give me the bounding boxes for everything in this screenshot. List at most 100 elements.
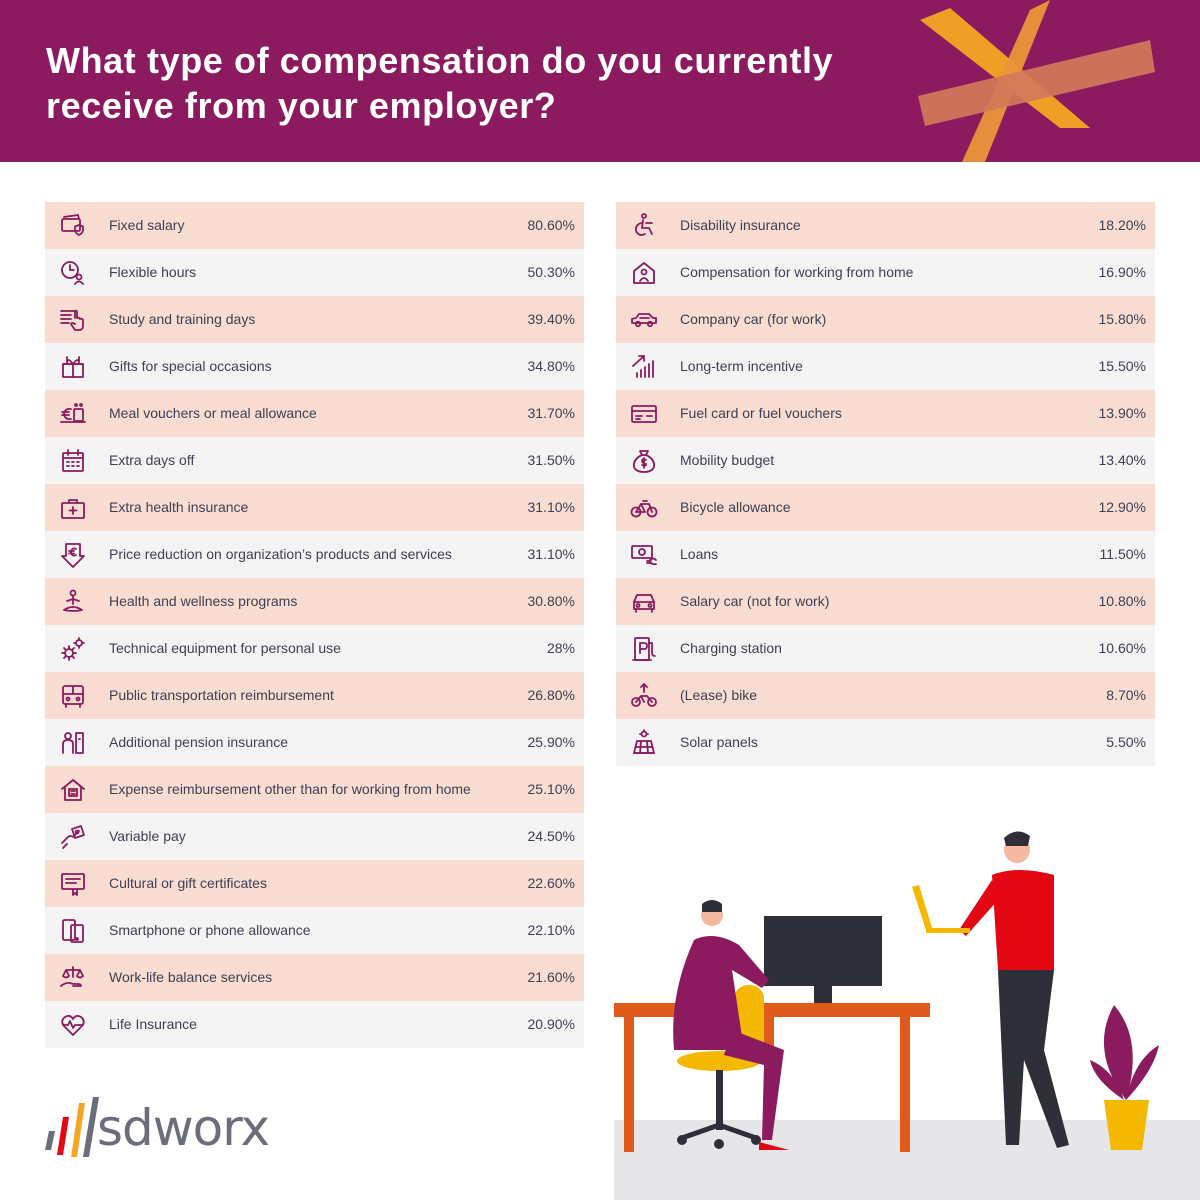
table-row: Company car (for work) 15.80% [616, 296, 1155, 343]
row-value: 50.30% [527, 264, 575, 280]
smartphone-icon [59, 917, 87, 945]
sdworx-logo-text: sdworx [97, 1099, 270, 1157]
compensation-list-left: Fixed salary 80.60% Flexible hours 50.30% St… [45, 202, 584, 1048]
calendar-icon [59, 447, 87, 475]
wheelchair-icon [630, 212, 658, 240]
pension-person-icon [59, 729, 87, 757]
car-icon [630, 306, 658, 334]
row-value: 15.50% [1098, 358, 1146, 374]
table-row: Expense reimbursement other than for wor… [45, 766, 584, 813]
row-label: Bicycle allowance [680, 499, 791, 515]
heart-pulse-icon [59, 1011, 87, 1039]
clock-person-icon [59, 259, 87, 287]
gears-icon [59, 635, 87, 663]
row-value: 25.90% [527, 734, 575, 750]
ebike-icon [630, 682, 658, 710]
table-row: Long-term incentive 15.50% [616, 343, 1155, 390]
row-label: Charging station [680, 640, 782, 656]
row-label: Disability insurance [680, 217, 801, 233]
row-value: 28% [546, 640, 575, 656]
bicycle-icon [630, 494, 658, 522]
row-label: Company car (for work) [680, 311, 827, 327]
bus-icon [59, 682, 87, 710]
row-value: 21.60% [527, 969, 575, 985]
row-label: Compensation for working from home [680, 264, 914, 280]
row-value: 16.90% [1098, 264, 1146, 280]
row-label: Public transportation reimbursement [109, 687, 334, 703]
table-row: Meal vouchers or meal allowance 31.70% [45, 390, 584, 437]
home-person-icon [630, 259, 658, 287]
row-value: 10.60% [1098, 640, 1146, 656]
row-value: 18.20% [1098, 217, 1146, 233]
row-label: (Lease) bike [680, 687, 758, 703]
table-row: Smartphone or phone allowance 22.10% [45, 907, 584, 954]
row-label: Gifts for special occasions [109, 358, 272, 374]
table-row: Additional pension insurance 25.90% [45, 719, 584, 766]
table-row: Compensation for working from home 16.90% [616, 249, 1155, 296]
table-row: Variable pay 24.50% [45, 813, 584, 860]
row-value: 22.60% [527, 875, 575, 891]
row-label: Work-life balance services [109, 969, 273, 985]
row-value: 39.40% [527, 311, 575, 327]
table-row: Price reduction on organization’s produc… [45, 531, 584, 578]
office-people-illustration [614, 831, 1200, 1200]
table-row: Bicycle allowance 12.90% [616, 484, 1155, 531]
row-label: Fuel card or fuel vouchers [680, 405, 842, 421]
row-label: Meal vouchers or meal allowance [109, 405, 317, 421]
row-value: 15.80% [1098, 311, 1146, 327]
row-value: 13.40% [1098, 452, 1146, 468]
row-label: Price reduction on organization’s produc… [109, 546, 452, 562]
row-label: Long-term incentive [680, 358, 803, 374]
banknote-euro-icon [630, 541, 658, 569]
gift-icon [59, 353, 87, 381]
row-label: Technical equipment for personal use [109, 640, 341, 656]
euro-down-arrow-icon [59, 541, 87, 569]
solar-panel-icon [630, 729, 658, 757]
row-value: 31.10% [527, 499, 575, 515]
row-label: Health and wellness programs [109, 593, 298, 609]
row-label: Loans [680, 546, 719, 562]
fuel-card-icon [630, 400, 658, 428]
certificate-icon [59, 870, 87, 898]
table-row: Mobility budget 13.40% [616, 437, 1155, 484]
hand-money-icon [59, 823, 87, 851]
row-value: 30.80% [527, 593, 575, 609]
medical-kit-icon [59, 494, 87, 522]
row-value: 13.90% [1098, 405, 1146, 421]
table-row: Health and wellness programs 30.80% [45, 578, 584, 625]
row-label: Smartphone or phone allowance [109, 922, 311, 938]
row-label: Life Insurance [109, 1016, 197, 1032]
table-row: Cultural or gift certificates 22.60% [45, 860, 584, 907]
growth-bars-icon [630, 353, 658, 381]
table-row: Gifts for special occasions 34.80% [45, 343, 584, 390]
table-row: Extra health insurance 31.10% [45, 484, 584, 531]
table-row: Salary car (not for work) 10.80% [616, 578, 1155, 625]
house-receipt-icon [59, 776, 87, 804]
table-row: Loans 11.50% [616, 531, 1155, 578]
charging-station-icon [630, 635, 658, 663]
row-value: 11.50% [1099, 546, 1146, 562]
table-row: Fuel card or fuel vouchers 13.90% [616, 390, 1155, 437]
row-label: Additional pension insurance [109, 734, 289, 750]
meditation-icon [59, 588, 87, 616]
row-label: Study and training days [109, 311, 256, 327]
row-value: 5.50% [1106, 734, 1146, 750]
row-label: Salary car (not for work) [680, 593, 830, 609]
row-label: Mobility budget [680, 452, 775, 468]
table-row: Solar panels 5.50% [616, 719, 1155, 766]
table-row: Public transportation reimbursement 26.80… [45, 672, 584, 719]
row-value: 25.10% [527, 781, 575, 797]
row-label: Extra health insurance [109, 499, 249, 515]
row-label: Extra days off [109, 452, 195, 468]
table-row: Technical equipment for personal use 28% [45, 625, 584, 672]
table-row: Study and training days 39.40% [45, 296, 584, 343]
row-value: 80.60% [527, 217, 575, 233]
row-label: Solar panels [680, 734, 758, 750]
money-bag-icon [630, 447, 658, 475]
sdworx-logo: sdworx [45, 1095, 305, 1165]
row-value: 10.80% [1098, 593, 1146, 609]
row-label: Fixed salary [109, 217, 185, 233]
table-row: Extra days off 31.50% [45, 437, 584, 484]
table-row: Charging station 10.60% [616, 625, 1155, 672]
table-row: Disability insurance 18.20% [616, 202, 1155, 249]
